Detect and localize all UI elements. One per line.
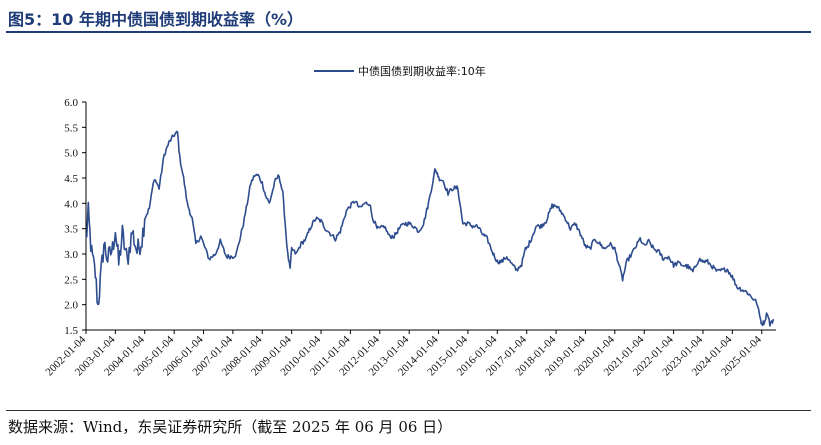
y-tick-label: 5.5 <box>64 122 78 134</box>
legend: 中债国债到期收益率:10年 <box>314 64 486 78</box>
y-tick-label: 2.0 <box>64 300 78 312</box>
x-axis: 2002-01-042003-01-042004-01-042005-01-04… <box>43 329 776 378</box>
y-tick-label: 2.5 <box>64 274 78 286</box>
title-rule <box>6 31 811 33</box>
y-tick-label: 1.5 <box>64 325 78 337</box>
legend-label: 中债国债到期收益率:10年 <box>358 64 486 78</box>
y-axis: 6.0 5.5 5.0 4.5 4.0 3.5 3.0 2.5 2.0 1.5 <box>64 97 87 337</box>
y-tick-label: 4.0 <box>64 198 78 210</box>
chart-title: 图5：10 年期中债国债到期收益率（%） <box>8 10 304 29</box>
plot-area <box>85 130 775 327</box>
y-tick-label: 5.0 <box>64 148 78 160</box>
source-note: 数据来源：Wind，东吴证券研究所（截至 2025 年 06 月 06 日） <box>8 418 453 436</box>
y-tick-label: 3.5 <box>64 224 78 236</box>
y-tick-label: 6.0 <box>64 97 78 109</box>
series-line-10y-yield <box>85 130 775 327</box>
y-tick-label: 3.0 <box>64 249 78 261</box>
line-chart: 中债国债到期收益率:10年 6.0 5.5 5.0 4.5 4.0 3.5 3.0 2.5 2.… <box>43 64 776 378</box>
y-tick-label: 4.5 <box>64 173 78 185</box>
source-rule <box>6 410 811 411</box>
